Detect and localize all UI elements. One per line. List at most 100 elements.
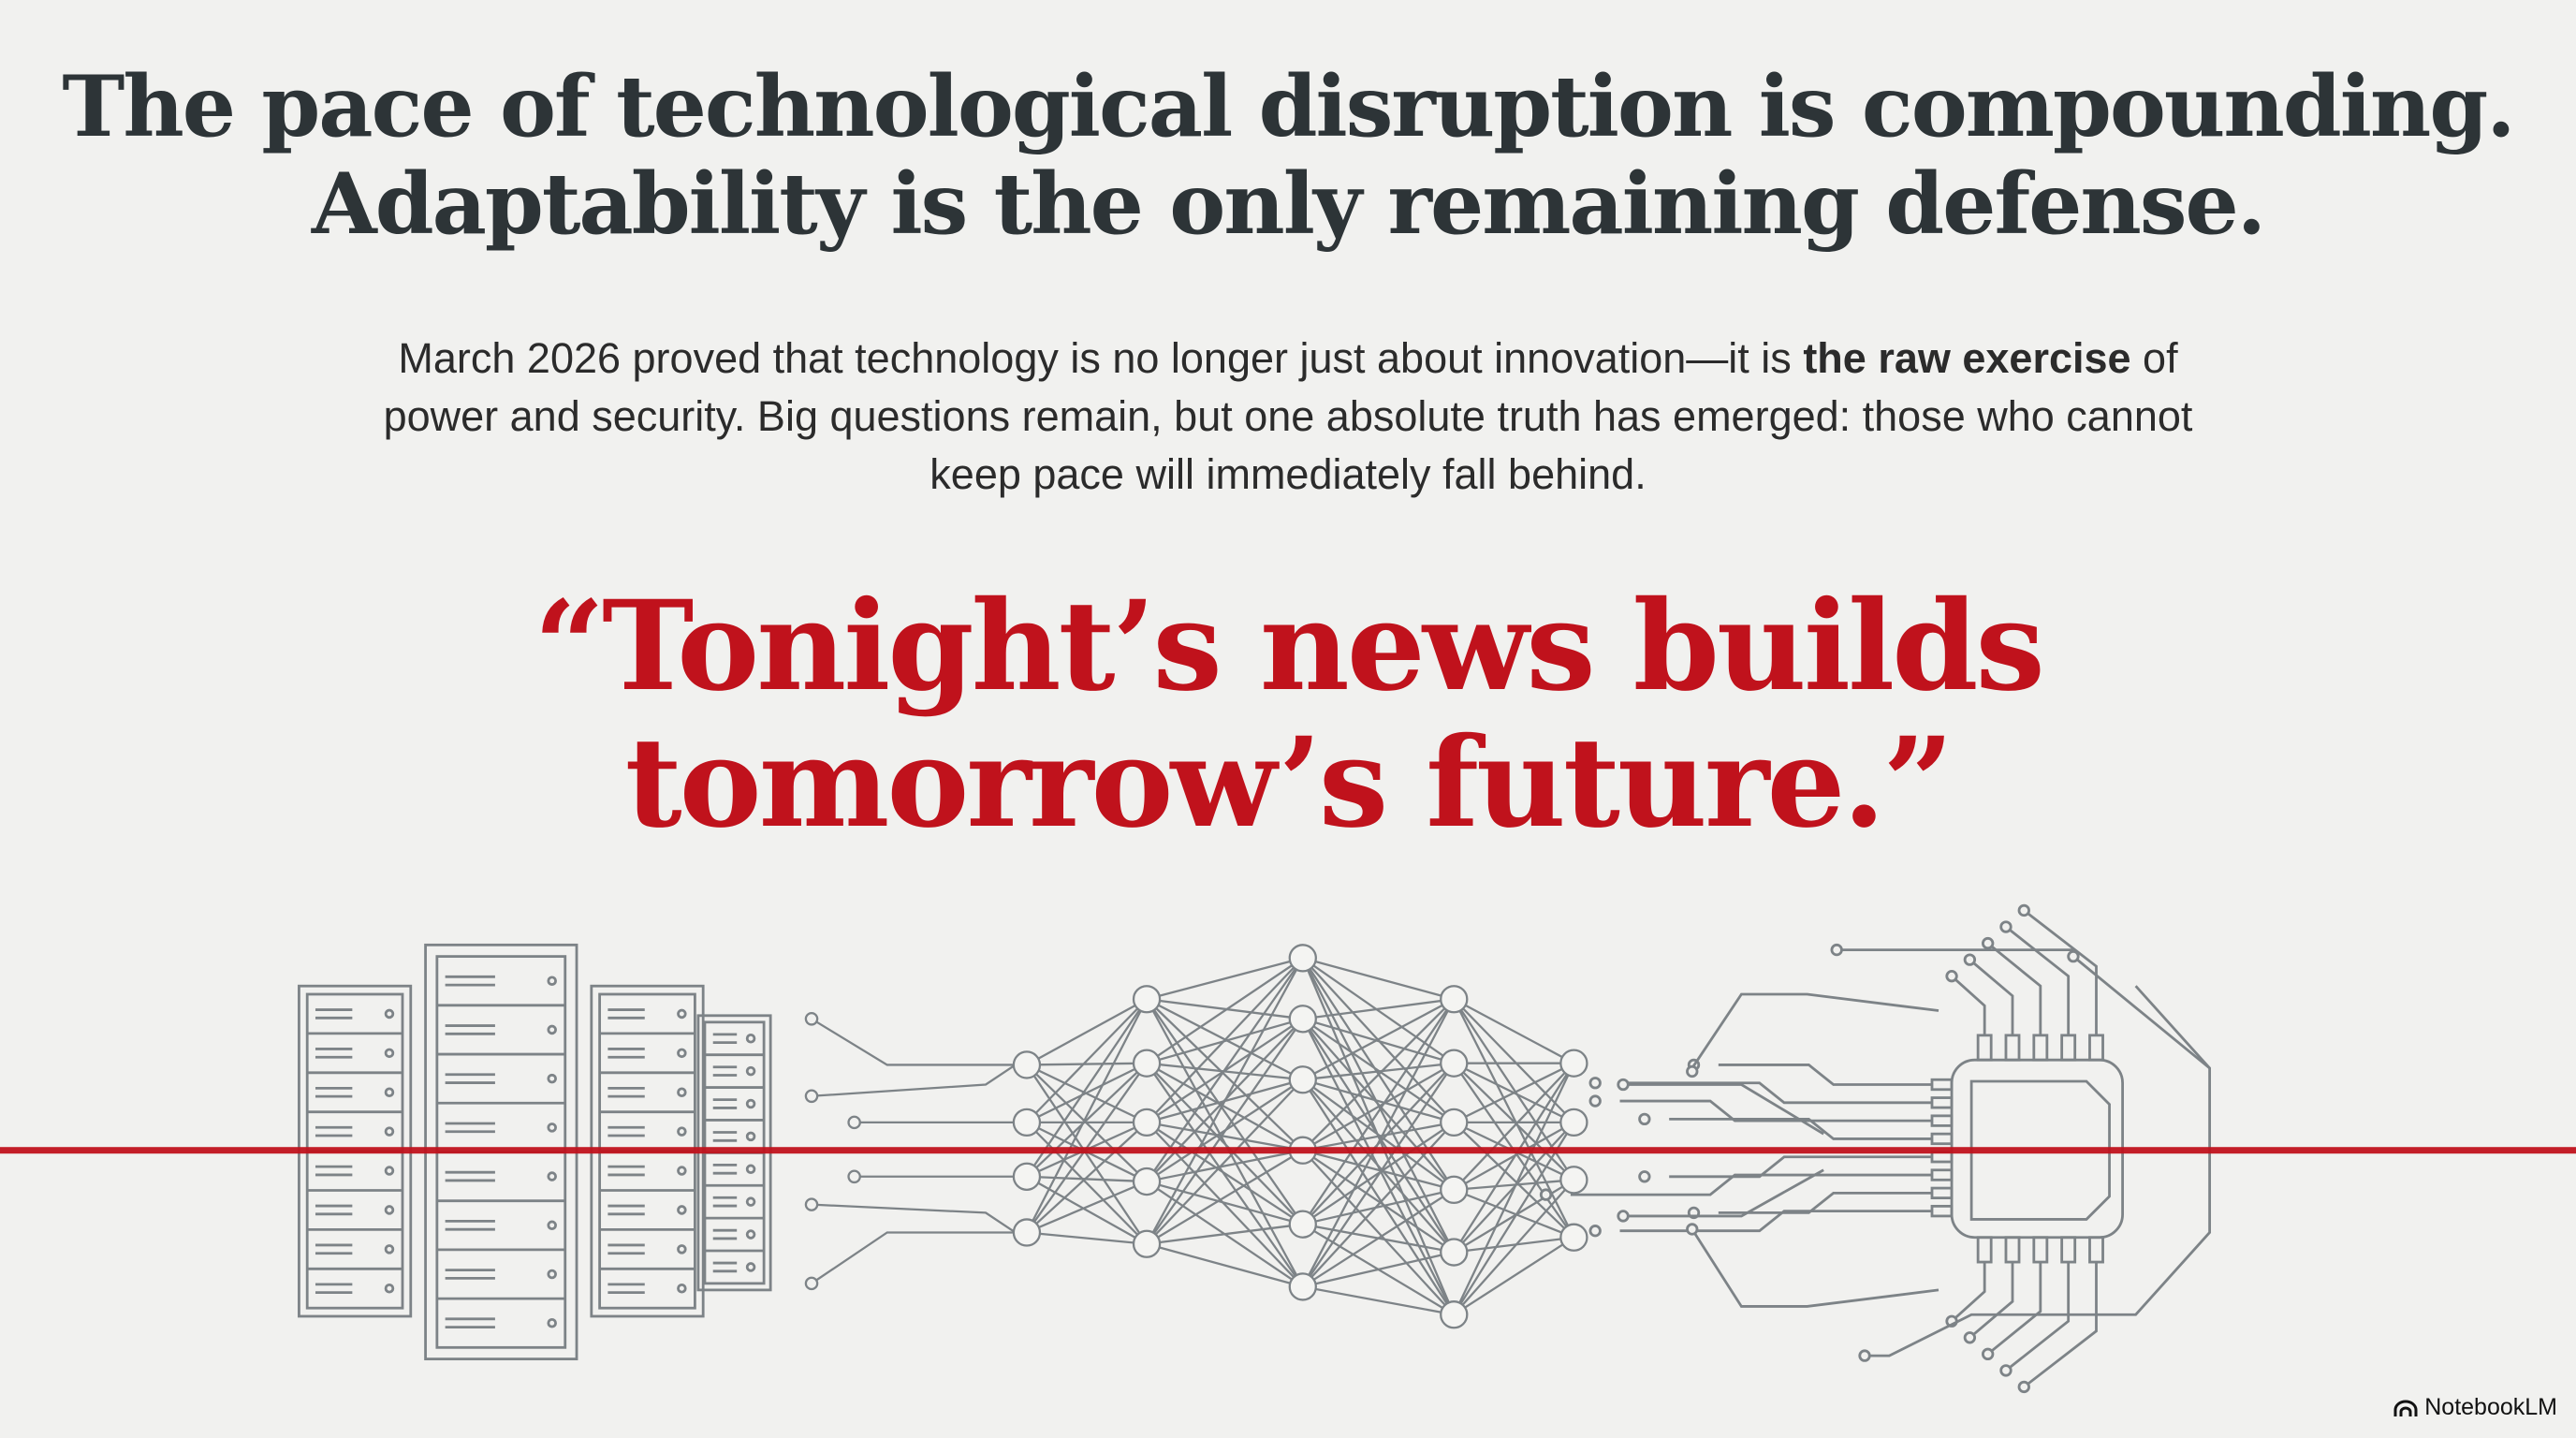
circuit-trace <box>1718 1191 1932 1214</box>
circuit-trace <box>2023 909 2098 1035</box>
input-terminal <box>804 1012 819 1026</box>
network-edge <box>1302 998 1455 1020</box>
circuit-trace <box>1619 1081 1932 1105</box>
chip-pin <box>2088 1236 2104 1264</box>
chip-pin <box>1930 1186 1954 1200</box>
network-edge <box>1453 998 1574 1064</box>
circuit-terminal <box>1588 1077 1602 1090</box>
network-edge <box>1026 998 1148 1066</box>
circuit-terminal <box>1638 1112 1651 1126</box>
network-edge <box>1146 1121 1304 1225</box>
server-light <box>384 1126 395 1137</box>
network-node <box>1132 985 1162 1014</box>
network-node <box>1440 1049 1469 1078</box>
circuit-terminal <box>2017 1380 2030 1394</box>
chip-pin <box>2088 1034 2104 1062</box>
circuit-terminal <box>1588 1094 1602 1108</box>
network-edge <box>1302 1251 1455 1288</box>
circuit-trace <box>1969 1262 2014 1339</box>
circuit-trace <box>1669 1155 1932 1179</box>
input-terminal <box>804 1089 819 1104</box>
circuit-trace <box>1626 1083 1824 1136</box>
network-node <box>1132 1049 1162 1078</box>
circuit-terminal <box>1982 936 1995 950</box>
circuit-trace <box>1690 992 1939 1069</box>
server-light <box>677 1244 687 1255</box>
network-edge <box>1302 957 1455 1001</box>
red-divider-line <box>0 1147 2576 1154</box>
server-light <box>547 1317 557 1328</box>
notebooklm-logo-icon <box>2393 1400 2418 1416</box>
circuit-trace <box>1718 1064 1932 1086</box>
network-node <box>1559 1108 1588 1137</box>
network-edge <box>1026 1062 1148 1178</box>
circuit-terminal <box>1588 1225 1602 1238</box>
chip-pin <box>1930 1204 1954 1218</box>
server-light <box>677 1008 687 1020</box>
body-text-1: March 2026 proved that technology is no … <box>398 334 1804 382</box>
network-edge <box>1146 957 1304 1064</box>
network-node <box>1559 1049 1588 1078</box>
body-paragraph: March 2026 proved that technology is no … <box>374 330 2202 504</box>
network-edge <box>1453 1122 1575 1239</box>
network-edge <box>1146 1063 1304 1288</box>
chip-pin <box>2004 1034 2021 1062</box>
network-edge <box>1302 1188 1455 1288</box>
circuit-terminal <box>1539 1188 1553 1201</box>
chip-pin <box>1930 1096 1954 1109</box>
chip-pin <box>1930 1114 1954 1127</box>
network-node <box>1132 1108 1162 1137</box>
circuit-terminal <box>1963 1331 1977 1344</box>
circuit-trace <box>2005 1262 2071 1372</box>
server-light <box>677 1048 687 1059</box>
network-node <box>1012 1108 1042 1137</box>
network-edge <box>1146 957 1304 1001</box>
circuit-terminal <box>2017 903 2030 917</box>
server-light <box>745 1262 756 1272</box>
chip-pin <box>1976 1236 1993 1264</box>
network-edge <box>1146 957 1304 1182</box>
circuit-trace <box>1951 1262 1986 1323</box>
chip-pin <box>2032 1236 2049 1264</box>
network-edge <box>1146 1223 1303 1245</box>
circuit-terminal <box>1945 970 1958 983</box>
network-node <box>1440 985 1469 1014</box>
network-edge <box>1146 1062 1304 1225</box>
headline-line-2: Adaptability is the only remaining defen… <box>311 154 2266 254</box>
chip-pin <box>2060 1236 2077 1264</box>
server-light <box>384 1166 395 1176</box>
server-light <box>384 1048 395 1059</box>
circuit-trace <box>1669 1117 1932 1140</box>
network-edge <box>1146 998 1304 1152</box>
network-edge <box>1026 1231 1148 1245</box>
circuit-trace <box>2023 1262 2098 1388</box>
network-edge <box>1025 1064 1149 1245</box>
network-edge <box>1453 1236 1575 1316</box>
circuit-terminal <box>1999 1364 2012 1377</box>
server-light <box>745 1065 756 1077</box>
chip-pin <box>1930 1132 1954 1146</box>
circuit-trace <box>2005 925 2071 1035</box>
network-edge <box>1146 998 1304 1225</box>
server-light <box>547 1073 557 1084</box>
input-terminal <box>804 1197 819 1211</box>
network-edge <box>1146 1121 1303 1152</box>
body-text-bold: the raw exercise <box>1803 334 2131 382</box>
server-light <box>677 1166 687 1176</box>
input-trace <box>811 1018 1016 1066</box>
network-edge <box>1302 1285 1455 1316</box>
network-node <box>1012 1218 1042 1247</box>
circuit-terminal <box>1982 1347 1995 1361</box>
network-edge <box>1302 1018 1455 1064</box>
server-light <box>547 1024 557 1035</box>
quote-line-1: “Tonight’s news builds <box>534 574 2045 719</box>
server-light <box>677 1283 687 1294</box>
headline-line-1: The pace of technological disruption is … <box>62 57 2515 156</box>
network-edge <box>1302 1121 1455 1152</box>
body-text-2: of power and security. Big questions rem… <box>383 334 2193 498</box>
network-node <box>1132 1167 1162 1196</box>
server-light <box>745 1033 756 1044</box>
server-light <box>547 1123 557 1133</box>
network-edge <box>1301 998 1456 1287</box>
